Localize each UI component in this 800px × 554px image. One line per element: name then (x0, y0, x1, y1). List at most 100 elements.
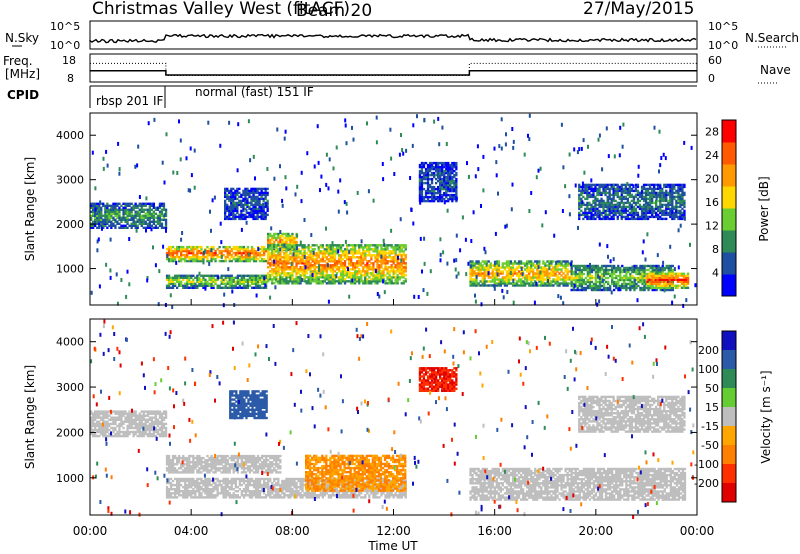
power-noise-cell (618, 287, 621, 292)
power-cell (180, 249, 183, 253)
power-cell (254, 276, 258, 279)
power-cell (392, 252, 395, 255)
power-cell (451, 197, 454, 201)
power-cell (116, 216, 119, 219)
nave-tick-high: 60 (708, 54, 722, 67)
power-cell (382, 270, 385, 273)
power-cell (588, 217, 591, 221)
power-cell (224, 255, 227, 259)
power-cell (264, 191, 267, 195)
power-cell (100, 208, 103, 211)
power-cell (526, 270, 529, 273)
power-cell (596, 191, 599, 195)
power-cell (96, 214, 99, 217)
power-cell (418, 197, 422, 201)
power-cell (517, 278, 521, 281)
power-cell (654, 282, 657, 285)
power-cell (588, 274, 592, 278)
power-cell (158, 216, 162, 219)
power-cell (646, 189, 650, 193)
power-cell (536, 266, 539, 269)
power-cell (350, 264, 353, 267)
power-cell (311, 260, 314, 263)
power-cell (295, 260, 298, 263)
power-cell (588, 211, 591, 215)
power-cell (631, 284, 634, 288)
power-cell (242, 257, 246, 261)
power-cell (144, 212, 147, 215)
power-cell (681, 217, 684, 221)
power-cell (366, 272, 369, 275)
power-cell (224, 282, 227, 285)
power-cell (122, 226, 125, 229)
power-noise-cell (482, 154, 485, 159)
power-cell (453, 161, 456, 165)
power-cell (420, 177, 424, 181)
power-cell (449, 173, 452, 177)
power-cell (447, 183, 450, 187)
power-cell (483, 280, 486, 283)
power-cell (604, 183, 607, 187)
power-cell (226, 193, 229, 197)
power-cell (156, 222, 160, 225)
power-cell (643, 266, 646, 270)
power-cell (352, 256, 355, 259)
power-cell (495, 264, 498, 267)
power-cell (663, 266, 666, 270)
power-cell (631, 268, 634, 272)
power-cell (206, 255, 209, 259)
power-cell (230, 280, 233, 283)
power-cell (445, 177, 448, 181)
power-cell (254, 189, 257, 193)
power-cell (291, 236, 294, 240)
power-cell (487, 268, 490, 271)
power-cell (544, 274, 547, 277)
power-cell (517, 276, 521, 279)
power-cell (281, 238, 284, 242)
power-cell (134, 224, 137, 227)
power-cell (662, 284, 665, 287)
power-cell (368, 254, 371, 257)
power-cell (293, 258, 296, 261)
power-cell (515, 282, 519, 285)
power-cell (497, 268, 500, 271)
power-cell (190, 280, 193, 283)
power-cell (485, 272, 488, 275)
power-cell (665, 205, 668, 209)
power-cell (384, 266, 387, 269)
power-cell (515, 284, 519, 287)
power-cell (422, 165, 426, 169)
power-cell (283, 274, 286, 277)
power-cell (348, 262, 351, 265)
power-cell (586, 197, 589, 201)
power-cell (186, 251, 189, 255)
power-cell (437, 197, 440, 201)
power-cell (190, 284, 193, 287)
power-cell (287, 238, 290, 242)
power-cell (264, 201, 267, 205)
power-cell (487, 260, 490, 263)
power-cell (475, 266, 478, 269)
power-cell (250, 215, 253, 219)
power-cell (437, 185, 440, 189)
power-noise-cell (94, 186, 97, 191)
power-cell (262, 191, 265, 195)
power-cell (293, 280, 296, 283)
power-cell (122, 210, 125, 213)
power-cell (568, 262, 571, 265)
power-cell (140, 206, 143, 209)
power-cell (641, 276, 644, 280)
power-cell (632, 207, 636, 211)
power-cell (455, 181, 458, 185)
power-cell (303, 252, 306, 255)
power-cell (435, 165, 438, 169)
power-cell (108, 216, 111, 219)
power-cell (156, 226, 160, 229)
power-cell (198, 284, 201, 287)
power-cell (240, 217, 243, 221)
power-cell (134, 210, 137, 213)
power-cell (327, 280, 330, 283)
power-noise-cell (317, 160, 320, 165)
power-cell (356, 260, 359, 263)
power-cell (598, 187, 601, 191)
